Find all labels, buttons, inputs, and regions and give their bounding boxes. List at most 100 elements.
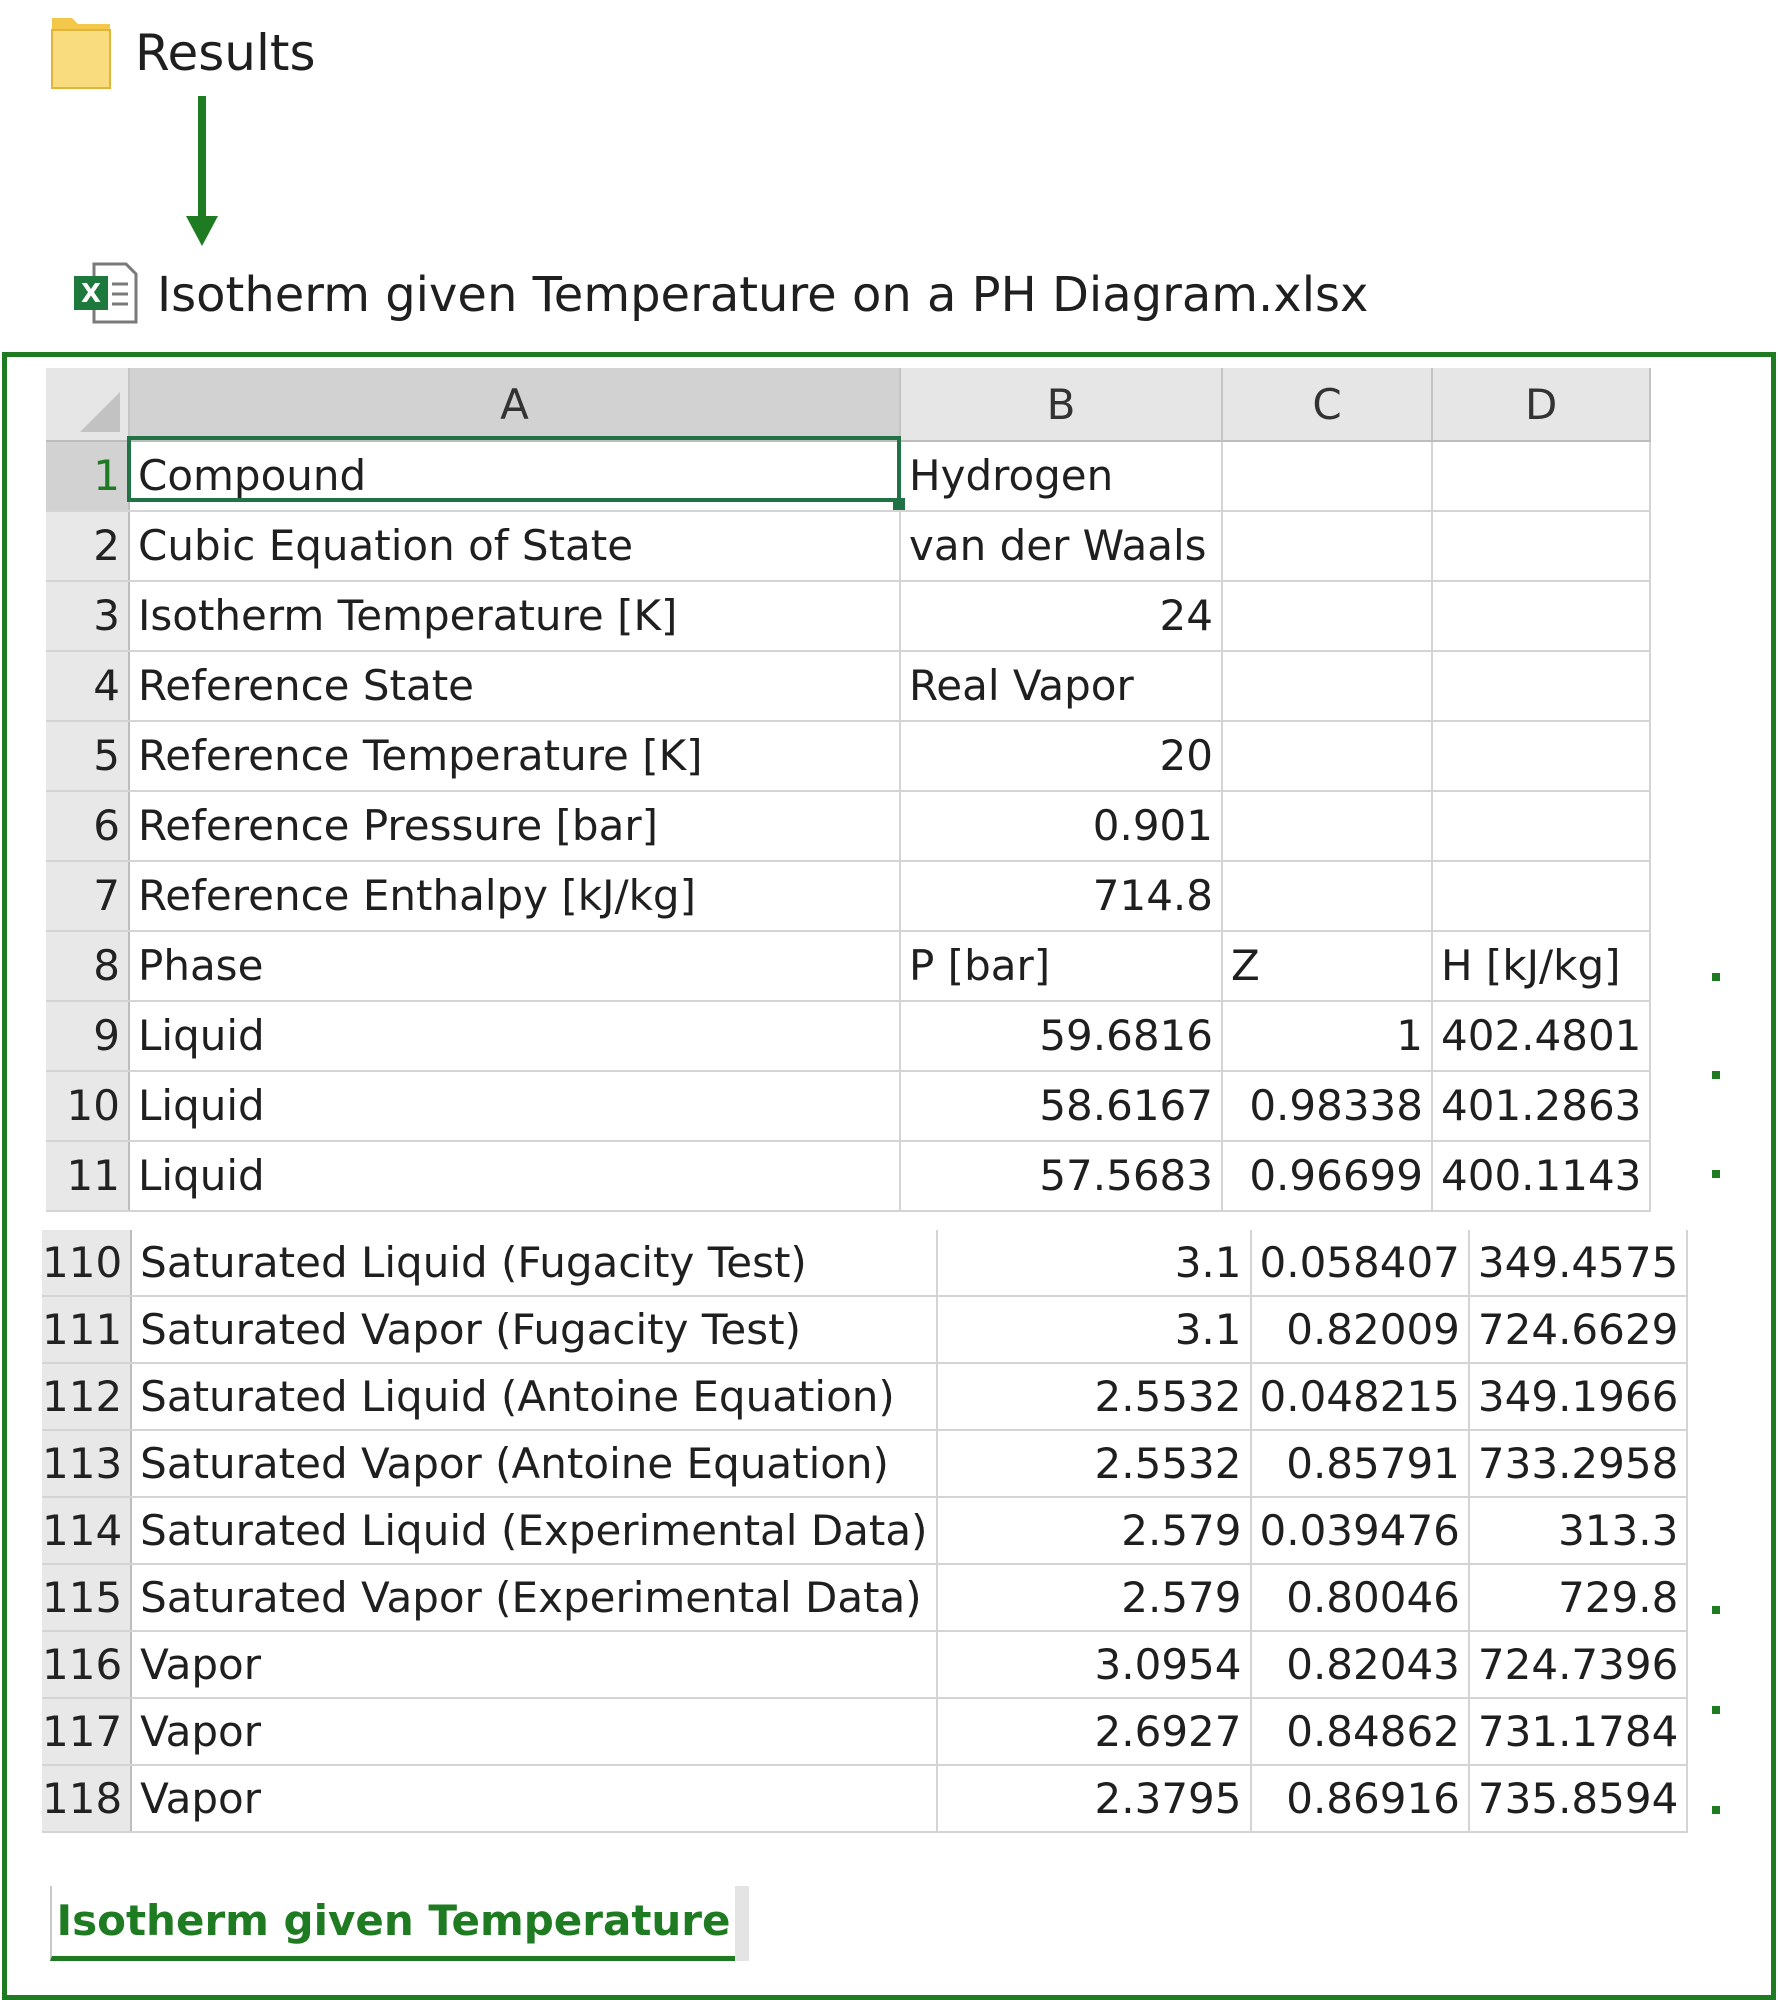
cell-b[interactable]: 2.5532 xyxy=(936,1363,1252,1431)
cell-d[interactable]: 735.8594 xyxy=(1468,1765,1689,1833)
file-name[interactable]: Isotherm given Temperature on a PH Diagr… xyxy=(157,267,1369,323)
cell-c[interactable]: 0.039476 xyxy=(1250,1497,1470,1565)
cell-b[interactable]: Real Vapor xyxy=(900,651,1223,722)
cell-c[interactable]: 0.048215 xyxy=(1250,1363,1470,1431)
cell-a[interactable]: Liquid xyxy=(129,1001,901,1072)
row-header[interactable]: 113 xyxy=(42,1430,133,1498)
folder-name[interactable]: Results xyxy=(135,24,316,82)
fill-handle[interactable] xyxy=(893,498,905,510)
row-header[interactable]: 1 xyxy=(46,441,130,512)
cell-a[interactable]: Saturated Liquid (Fugacity Test) xyxy=(131,1230,938,1297)
cell-a[interactable]: Phase xyxy=(129,931,901,1002)
cell-d[interactable]: 402.4801 xyxy=(1432,1001,1652,1072)
cell-a[interactable]: Reference State xyxy=(129,651,901,722)
row-header[interactable]: 111 xyxy=(42,1296,133,1364)
cell-c[interactable] xyxy=(1222,441,1433,512)
cell-b[interactable]: 20 xyxy=(900,721,1223,792)
cell-b[interactable]: 3.0954 xyxy=(936,1631,1252,1699)
column-header-a[interactable]: A xyxy=(129,368,901,442)
cell-c[interactable] xyxy=(1222,861,1433,932)
cell-b[interactable]: 2.5532 xyxy=(936,1430,1252,1498)
cell-d[interactable]: 731.1784 xyxy=(1468,1698,1689,1766)
cell-d[interactable]: 400.1143 xyxy=(1432,1141,1652,1212)
cell-c[interactable]: 0.86916 xyxy=(1250,1765,1470,1833)
cell-c[interactable]: 0.96699 xyxy=(1222,1141,1433,1212)
cell-c[interactable]: Z xyxy=(1222,931,1433,1002)
cell-a[interactable]: Saturated Vapor (Experimental Data) xyxy=(131,1564,938,1632)
row-header[interactable]: 7 xyxy=(46,861,130,932)
cell-c[interactable]: 0.80046 xyxy=(1250,1564,1470,1632)
cell-b[interactable]: 24 xyxy=(900,581,1223,652)
cell-b[interactable]: 2.3795 xyxy=(936,1765,1252,1833)
cell-b[interactable]: 0.901 xyxy=(900,791,1223,862)
cell-c[interactable] xyxy=(1222,791,1433,862)
cell-b[interactable]: 2.579 xyxy=(936,1497,1252,1565)
cell-b[interactable]: 3.1 xyxy=(936,1296,1252,1364)
row-header[interactable]: 10 xyxy=(46,1071,130,1142)
cell-a[interactable]: Reference Enthalpy [kJ/kg] xyxy=(129,861,901,932)
row-header[interactable]: 9 xyxy=(46,1001,130,1072)
cell-c[interactable]: 1 xyxy=(1222,1001,1433,1072)
select-all-corner[interactable] xyxy=(46,368,130,442)
cell-d[interactable] xyxy=(1432,581,1652,652)
row-header[interactable]: 116 xyxy=(42,1631,133,1699)
cell-b[interactable]: 3.1 xyxy=(936,1230,1252,1297)
column-header-b[interactable]: B xyxy=(900,368,1223,442)
cell-b[interactable]: van der Waals xyxy=(900,511,1223,582)
cell-a[interactable]: Reference Pressure [bar] xyxy=(129,791,901,862)
row-header[interactable]: 6 xyxy=(46,791,130,862)
cell-b[interactable]: 714.8 xyxy=(900,861,1223,932)
cell-a[interactable]: Isotherm Temperature [K] xyxy=(129,581,901,652)
cell-d[interactable]: 724.7396 xyxy=(1468,1631,1689,1699)
row-header[interactable]: 5 xyxy=(46,721,130,792)
cell-a[interactable]: Vapor xyxy=(131,1631,938,1699)
cell-d[interactable]: 724.6629 xyxy=(1468,1296,1689,1364)
cell-d[interactable] xyxy=(1432,511,1652,582)
cell-d[interactable]: 349.4575 xyxy=(1468,1230,1689,1297)
cell-c[interactable]: 0.82009 xyxy=(1250,1296,1470,1364)
cell-c[interactable]: 0.84862 xyxy=(1250,1698,1470,1766)
cell-d[interactable]: 401.2863 xyxy=(1432,1071,1652,1142)
row-header[interactable]: 114 xyxy=(42,1497,133,1565)
cell-c[interactable]: 0.98338 xyxy=(1222,1071,1433,1142)
cell-d[interactable]: 313.3 xyxy=(1468,1497,1689,1565)
cell-a[interactable]: Vapor xyxy=(131,1765,938,1833)
row-header[interactable]: 8 xyxy=(46,931,130,1002)
cell-b[interactable]: 2.6927 xyxy=(936,1698,1252,1766)
cell-a[interactable]: Saturated Vapor (Antoine Equation) xyxy=(131,1430,938,1498)
cell-d[interactable] xyxy=(1432,861,1652,932)
cell-d[interactable] xyxy=(1432,651,1652,722)
row-header[interactable]: 3 xyxy=(46,581,130,652)
cell-a[interactable]: Cubic Equation of State xyxy=(129,511,901,582)
sheet-tab[interactable]: Isotherm given Temperature xyxy=(50,1886,735,1961)
row-header[interactable]: 110 xyxy=(42,1230,133,1297)
cell-a[interactable]: Reference Temperature [K] xyxy=(129,721,901,792)
cell-d[interactable]: 733.2958 xyxy=(1468,1430,1689,1498)
cell-d[interactable] xyxy=(1432,721,1652,792)
cell-a[interactable]: Saturated Vapor (Fugacity Test) xyxy=(131,1296,938,1364)
cell-c[interactable]: 0.82043 xyxy=(1250,1631,1470,1699)
cell-c[interactable]: 0.85791 xyxy=(1250,1430,1470,1498)
row-header[interactable]: 112 xyxy=(42,1363,133,1431)
row-header[interactable]: 11 xyxy=(46,1141,130,1212)
cell-d[interactable] xyxy=(1432,441,1652,512)
cell-b[interactable]: 2.579 xyxy=(936,1564,1252,1632)
cell-a[interactable]: Liquid xyxy=(129,1141,901,1212)
column-header-d[interactable]: D xyxy=(1432,368,1652,442)
cell-c[interactable] xyxy=(1222,721,1433,792)
cell-c[interactable] xyxy=(1222,651,1433,722)
cell-a[interactable]: Saturated Liquid (Antoine Equation) xyxy=(131,1363,938,1431)
cell-d[interactable]: H [kJ/kg] xyxy=(1432,931,1652,1002)
cell-a[interactable]: Compound xyxy=(129,441,901,512)
cell-b[interactable]: 58.6167 xyxy=(900,1071,1223,1142)
cell-d[interactable]: 729.8 xyxy=(1468,1564,1689,1632)
cell-a[interactable]: Vapor xyxy=(131,1698,938,1766)
column-header-c[interactable]: C xyxy=(1222,368,1433,442)
row-header[interactable]: 4 xyxy=(46,651,130,722)
cell-b[interactable]: P [bar] xyxy=(900,931,1223,1002)
cell-b[interactable]: 59.6816 xyxy=(900,1001,1223,1072)
cell-b[interactable]: Hydrogen xyxy=(900,441,1223,512)
cell-c[interactable] xyxy=(1222,511,1433,582)
cell-d[interactable] xyxy=(1432,791,1652,862)
row-header[interactable]: 2 xyxy=(46,511,130,582)
